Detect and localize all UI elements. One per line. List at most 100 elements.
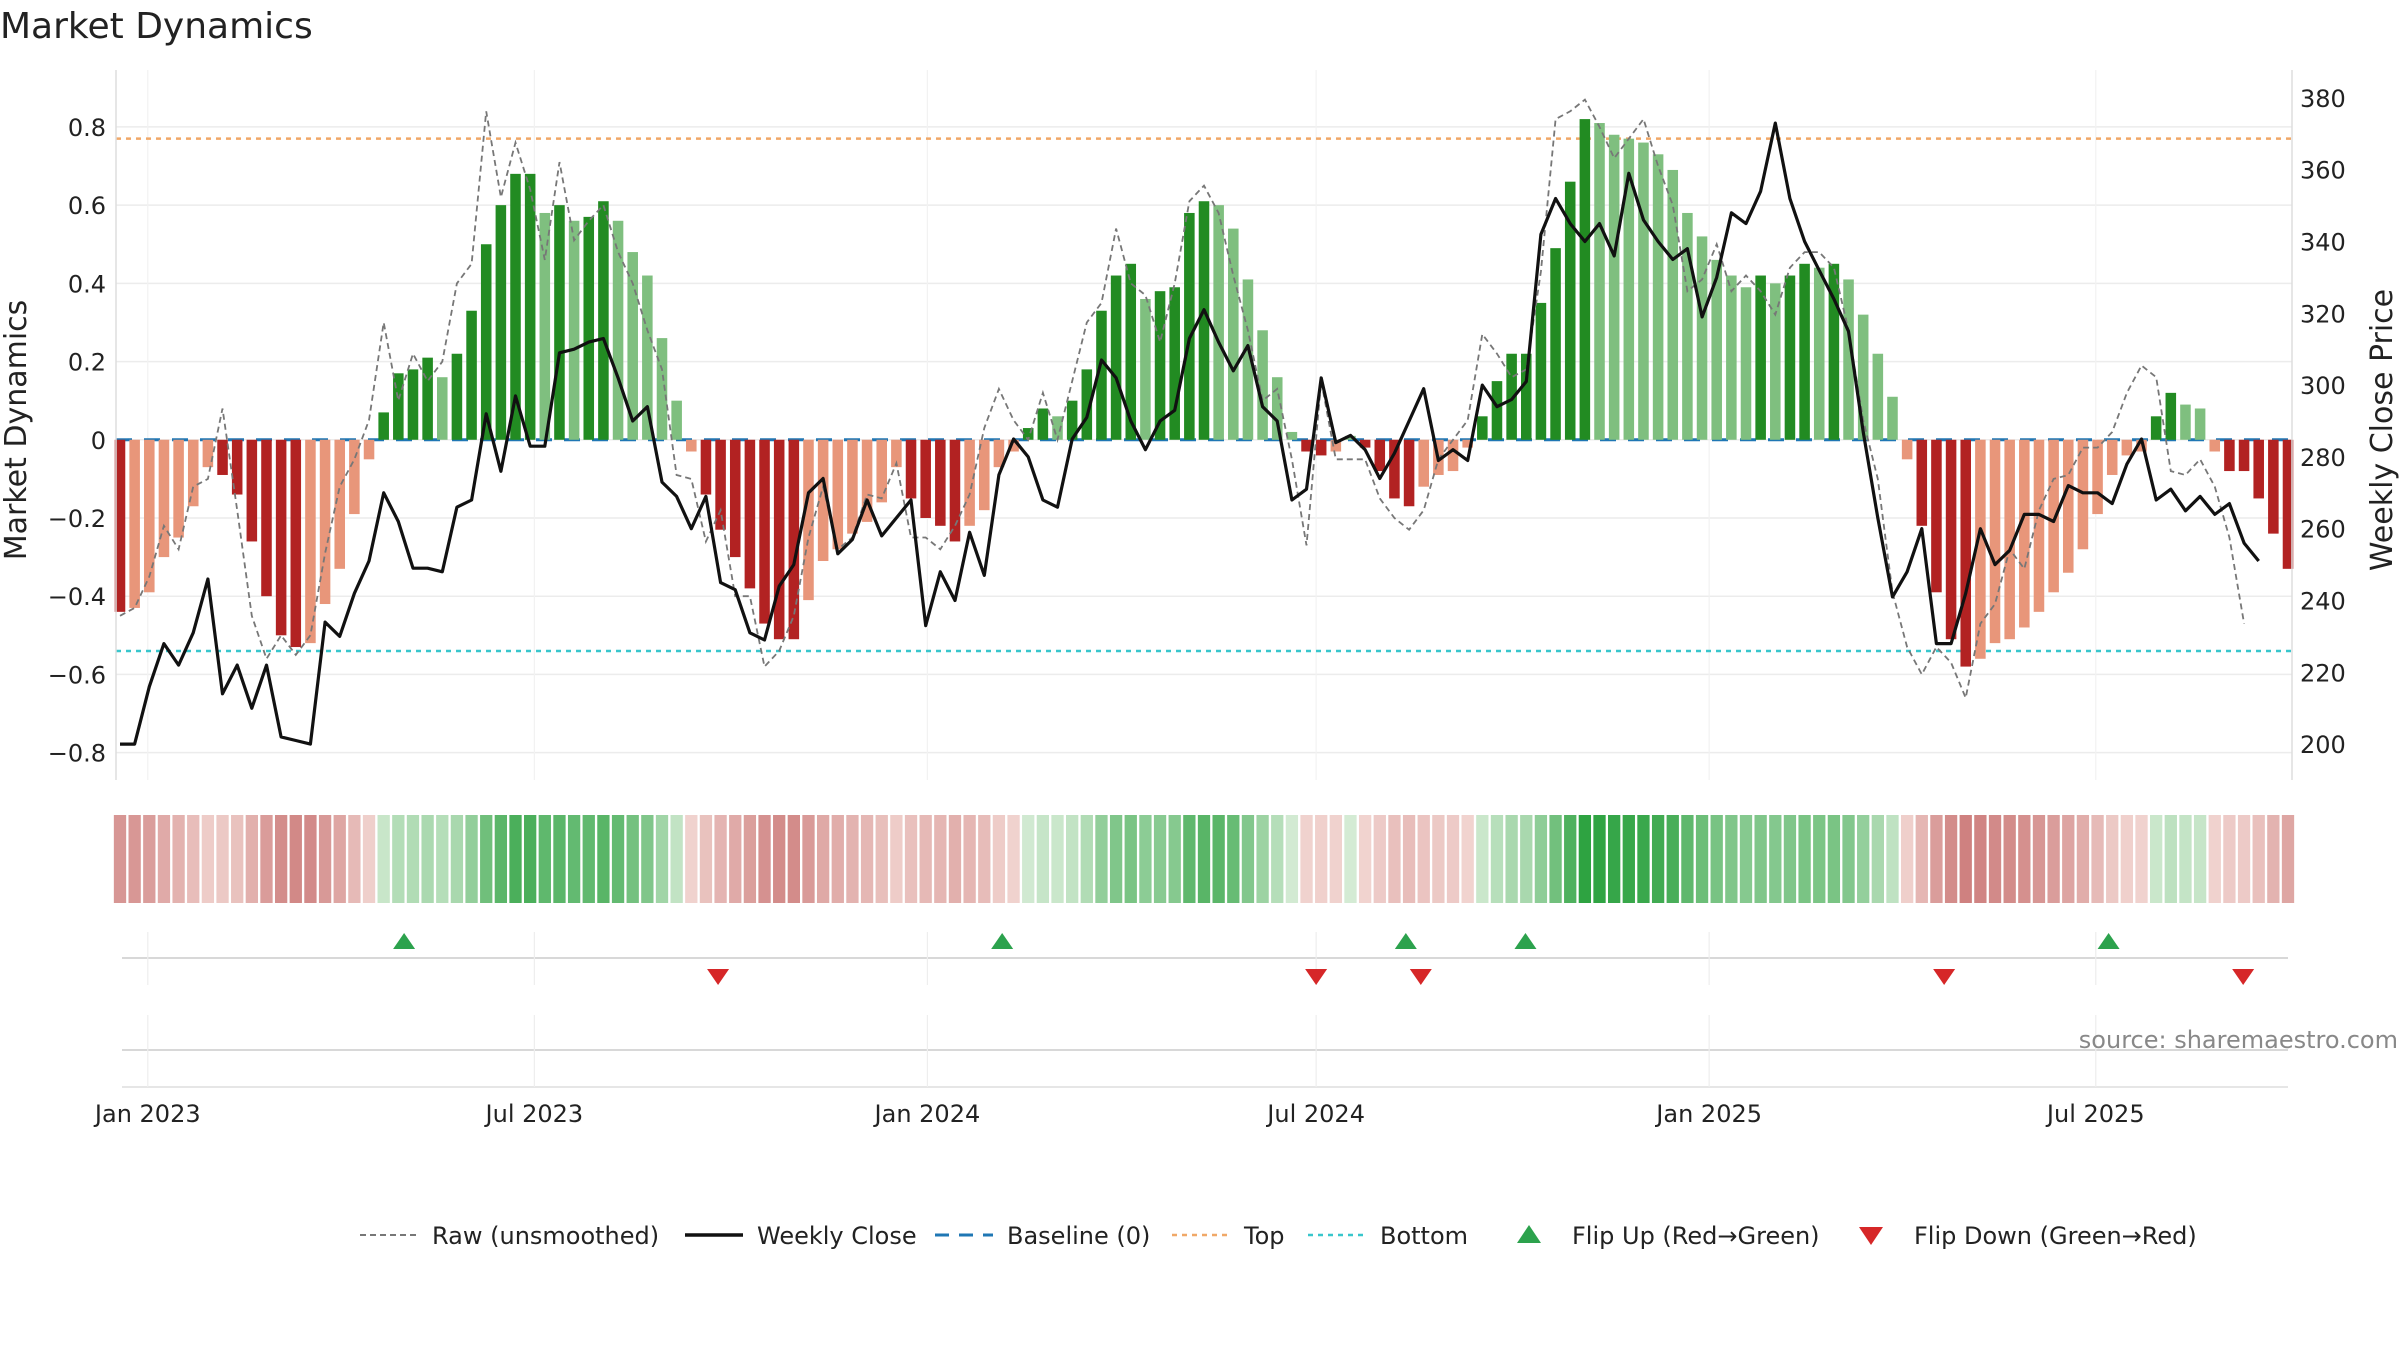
flip-down-marker [1933, 969, 1956, 985]
market-dynamics-bar [905, 439, 917, 499]
regime-strip-cell [1022, 815, 1035, 903]
market-dynamics-bar [393, 373, 404, 440]
regime-strip-cell [1227, 815, 1240, 903]
market-dynamics-bar [407, 369, 419, 440]
market-dynamics-bar [1564, 181, 1576, 440]
market-dynamics-bar [261, 439, 272, 597]
market-dynamics-bar [510, 173, 521, 440]
regime-strip-cell [2223, 815, 2236, 903]
flip-up-marker [393, 933, 416, 949]
market-dynamics-bar [1374, 439, 1386, 472]
y-tick-label: −0.8 [48, 740, 106, 768]
market-dynamics-bar [1008, 439, 1019, 452]
regime-strip-cell [1666, 815, 1679, 903]
regime-strip-cell [333, 815, 346, 903]
market-dynamics-bar [1418, 439, 1430, 487]
regime-strip-cell [494, 815, 508, 903]
market-dynamics-bar [246, 439, 258, 542]
regime-strip-cell [1608, 815, 1621, 903]
market-dynamics-bar [891, 439, 902, 468]
y2-tick-label: 340 [2300, 229, 2346, 257]
market-dynamics-bar [1770, 283, 1781, 440]
market-dynamics-bar [480, 244, 492, 440]
market-dynamics-bar [1667, 169, 1679, 440]
regime-strip-cell [992, 815, 1006, 903]
regime-strip-cell [436, 815, 449, 903]
market-dynamics-bar [773, 439, 785, 640]
market-dynamics-bar [2180, 404, 2191, 440]
regime-strip-cell [1051, 815, 1064, 903]
market-dynamics-bar [1608, 134, 1620, 440]
y-tick-label: −0.6 [48, 661, 106, 689]
y-tick-label: 0.2 [68, 349, 106, 377]
regime-strip-cell [1857, 815, 1870, 903]
market-dynamics-bar [1916, 439, 1928, 526]
market-dynamics-bar [1682, 212, 1693, 440]
market-dynamics-bar [949, 439, 961, 542]
regime-strip-cell [1212, 815, 1225, 903]
regime-strip-cell [377, 815, 390, 903]
regime-strip-cell [113, 815, 127, 903]
regime-strip-cell [2193, 815, 2207, 903]
regime-strip-cell [919, 815, 932, 903]
regime-strip-cell [1959, 815, 1972, 903]
y-tick-label: 0.8 [68, 114, 106, 142]
market-dynamics-bar [2194, 408, 2206, 440]
market-dynamics-bar [2077, 439, 2089, 550]
market-dynamics-bar [349, 439, 360, 515]
regime-strip-cell [904, 815, 918, 903]
market-dynamics-bar [275, 439, 287, 636]
market-dynamics-bar [217, 439, 228, 475]
market-dynamics-bar [1960, 439, 1972, 667]
market-dynamics-bar [1755, 275, 1766, 440]
regime-strip-cell [1271, 815, 1284, 903]
market-dynamics-bar [1037, 408, 1049, 440]
regime-strip-cell [187, 815, 200, 903]
market-dynamics-bar [1271, 377, 1283, 440]
regime-strip-cell [831, 815, 844, 903]
y2-tick-label: 360 [2300, 157, 2346, 185]
flip-up-marker [2097, 933, 2120, 949]
regime-strip-cell [787, 815, 800, 903]
y-tick-label: −0.2 [48, 505, 106, 533]
market-dynamics-bar [1066, 400, 1078, 440]
regime-strip-cell [2032, 815, 2046, 903]
regime-strip-cell [1476, 815, 1489, 903]
regime-strip-cell [1329, 815, 1342, 903]
regime-strip-cell [2120, 815, 2134, 903]
regime-strip-cell [1095, 815, 1108, 903]
regime-strip-cell [1754, 815, 1767, 903]
market-dynamics-bar [920, 439, 931, 518]
market-dynamics-bar [436, 377, 448, 440]
market-dynamics-bar [1638, 142, 1649, 440]
reference-lines [116, 137, 2292, 653]
market-dynamics-bar [2209, 439, 2221, 452]
y2-axis-label: Weekly Close Price [2365, 289, 2400, 571]
market-dynamics-bar [817, 439, 829, 562]
legend-label: Flip Down (Green→Red) [1914, 1222, 2197, 1250]
regime-strip-cell [611, 815, 625, 903]
market-dynamics-bar [642, 275, 653, 440]
regime-strip-cell [1344, 815, 1357, 903]
legend-label: Raw (unsmoothed) [432, 1222, 659, 1250]
market-dynamics-bar [935, 439, 946, 526]
market-dynamics-bar [2253, 439, 2264, 499]
regime-strip-cell [289, 815, 302, 903]
regime-strip-cell [1637, 815, 1650, 903]
market-dynamics-bar [2282, 439, 2294, 569]
y2-tick-label: 380 [2300, 85, 2346, 113]
flip-panel [122, 932, 2288, 985]
market-dynamics-bar [334, 439, 346, 569]
regime-strip-cell [465, 815, 478, 903]
regime-strip-cell [524, 815, 537, 903]
regime-strip-cell [157, 815, 171, 903]
regime-strip-cell [1241, 815, 1255, 903]
legend-label: Weekly Close [757, 1222, 917, 1250]
regime-strip-cell [1446, 815, 1460, 903]
y-tick-label: −0.4 [48, 583, 106, 611]
market-dynamics-bar [1989, 439, 2001, 644]
regime-strip-cell [729, 815, 742, 903]
x-tick-label: Jul 2023 [484, 1100, 584, 1128]
market-dynamics-bar [1345, 435, 1356, 440]
regime-strip-cell [1988, 815, 2002, 903]
